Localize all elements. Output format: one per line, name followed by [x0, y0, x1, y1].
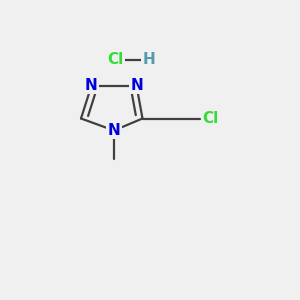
Text: Cl: Cl — [202, 111, 219, 126]
Text: Cl: Cl — [107, 52, 124, 68]
Text: N: N — [108, 123, 120, 138]
Text: N: N — [130, 78, 143, 93]
Text: N: N — [85, 78, 98, 93]
Text: H: H — [142, 52, 155, 68]
